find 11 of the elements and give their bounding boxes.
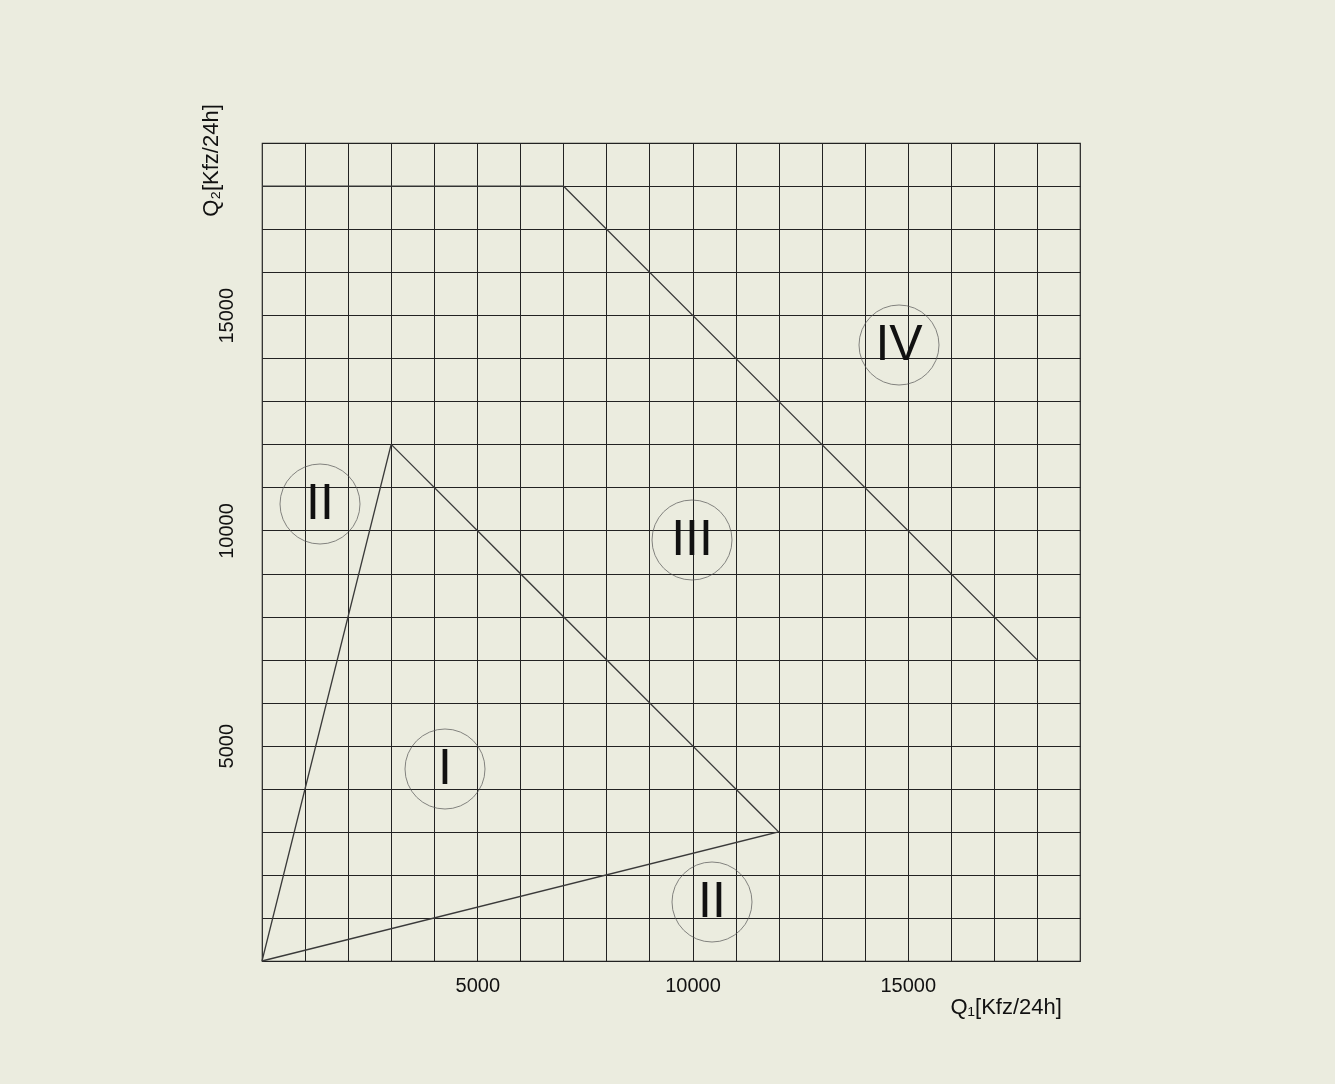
y-tick-label: 10000 — [214, 503, 237, 559]
x-tick-label: 5000 — [455, 973, 501, 996]
y-axis-title: Q₂[Kfz/24h] — [197, 104, 223, 217]
y-tick-label: 5000 — [214, 723, 237, 769]
annotation: I — [438, 739, 452, 795]
x-tick-label: 10000 — [665, 973, 721, 996]
y-tick-label: 15000 — [214, 287, 237, 344]
annotation: II — [306, 474, 334, 530]
x-tick-label: 15000 — [880, 973, 937, 996]
annotation: II — [698, 872, 726, 928]
x-axis-title: Q₁[Kfz/24h] — [950, 993, 1062, 1019]
